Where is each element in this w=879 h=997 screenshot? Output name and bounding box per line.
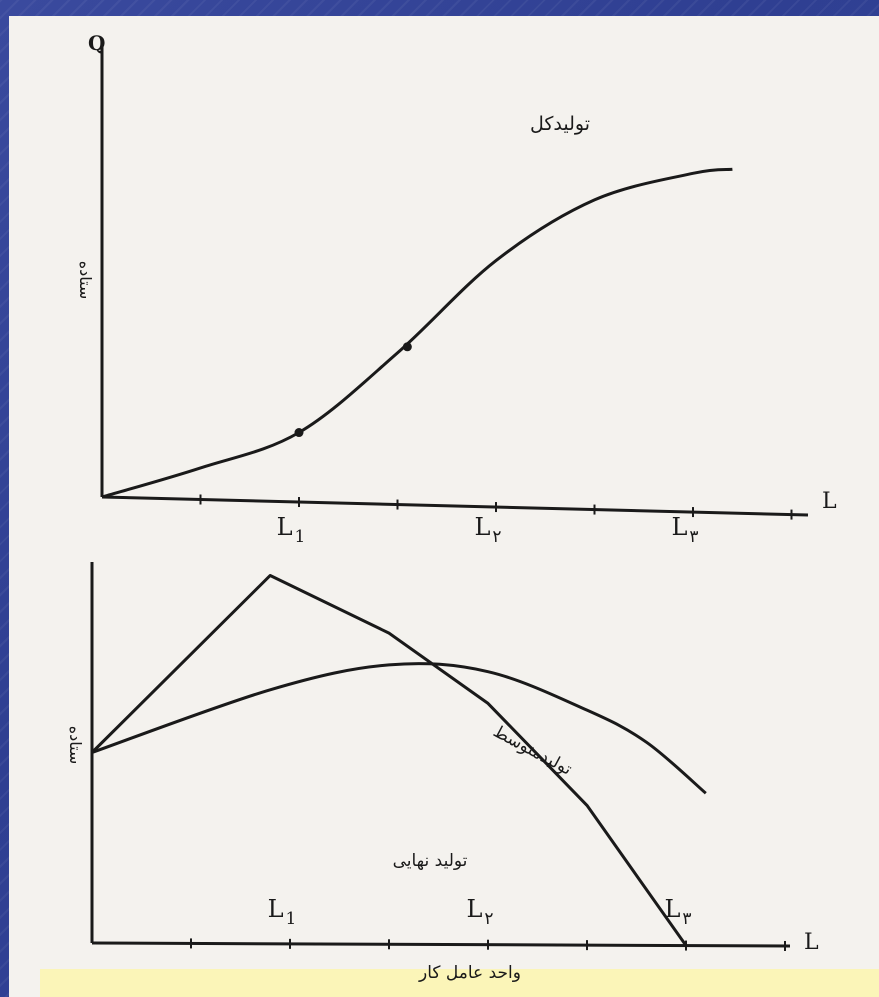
average-product-label: تولیدمتوسط <box>490 722 576 780</box>
marginal-product-label: تولید نهایی <box>393 851 468 871</box>
inflection-point-marker-2 <box>402 342 412 352</box>
bottom-series-layer <box>90 573 707 947</box>
bottom-x-axis <box>91 941 791 948</box>
page-footer-strip <box>40 969 879 997</box>
top-x-axis-symbol: L <box>822 489 837 514</box>
series-line-0-0 <box>101 167 733 499</box>
series-line-1-0 <box>91 662 707 795</box>
top-x-axis <box>101 495 809 517</box>
bottom-x-axis-symbol: L <box>804 930 819 955</box>
top-y-axis-label: ستاده <box>76 261 95 300</box>
bottom-y-axis-label: ستاده <box>66 726 85 765</box>
total-product-label: تولیدکل <box>530 113 590 135</box>
series-line-1-1 <box>90 573 688 947</box>
top-series-layer <box>101 167 733 499</box>
inflection-point-marker-1 <box>294 428 304 438</box>
bottom-x-axis-label: واحد عامل کار <box>418 963 521 983</box>
top-y-axis-symbol: Q <box>88 31 105 55</box>
